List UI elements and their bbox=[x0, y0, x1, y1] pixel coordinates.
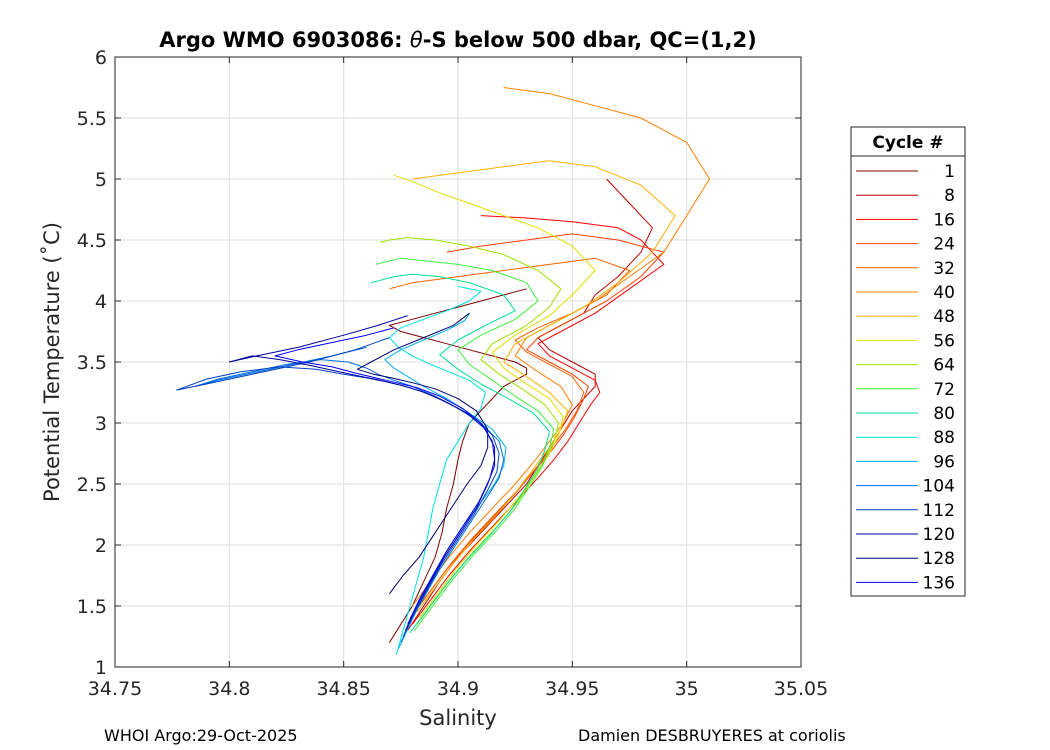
x-tick-label: 34.85 bbox=[316, 678, 370, 700]
series-line-cycle-128 bbox=[356, 312, 489, 595]
legend: Cycle # 1 8 16 24 32 40 48 56 64 72 80 88 96 104 112 12… bbox=[850, 126, 966, 597]
footer-right: Damien DESBRUYERES at coriolis bbox=[578, 726, 846, 745]
x-tick-label: 34.75 bbox=[88, 678, 142, 700]
series-line-cycle-88 bbox=[388, 285, 486, 655]
y-tick-label: 4.5 bbox=[77, 230, 107, 252]
x-tick-label: 34.95 bbox=[545, 678, 599, 700]
series-line-cycle-8 bbox=[407, 178, 653, 631]
series-line-cycle-24 bbox=[409, 233, 665, 619]
legend-label: 16 bbox=[933, 210, 955, 230]
title-prefix: Argo WMO 6903086: bbox=[159, 28, 410, 52]
y-tick-label: 1.5 bbox=[77, 596, 107, 618]
x-tick-label: 35.05 bbox=[774, 678, 828, 700]
footer-left: WHOI Argo:29-Oct-2025 bbox=[104, 726, 298, 745]
legend-label: 96 bbox=[933, 452, 955, 472]
chart-title: Argo WMO 6903086: θ-S below 500 dbar, QC… bbox=[159, 28, 756, 52]
x-tick-label: 34.9 bbox=[437, 678, 479, 700]
y-tick-label: 3.5 bbox=[77, 352, 107, 374]
title-suffix: -S below 500 dbar, QC=(1,2) bbox=[423, 28, 757, 52]
title-theta-symbol: θ bbox=[410, 28, 423, 52]
legend-label: 32 bbox=[933, 259, 955, 279]
axis-ticks: 34.75 34.8 34.85 34.9 34.95 35 35.05 1 1.5 2 2.5 3 3… bbox=[77, 47, 828, 700]
legend-label: 72 bbox=[933, 380, 955, 400]
legend-label: 80 bbox=[933, 404, 955, 424]
series-line-cycle-1 bbox=[388, 288, 528, 643]
y-tick-label: 2 bbox=[95, 535, 107, 557]
legend-label: 120 bbox=[923, 525, 955, 545]
legend-label: 24 bbox=[933, 235, 955, 255]
series-line-cycle-48 bbox=[412, 160, 676, 613]
legend-label: 40 bbox=[933, 283, 955, 303]
y-tick-label: 6 bbox=[95, 47, 107, 69]
series-line-cycle-72 bbox=[375, 257, 555, 631]
y-tick-label: 4 bbox=[95, 291, 107, 313]
grid-lines bbox=[115, 57, 801, 667]
y-tick-label: 5.5 bbox=[77, 108, 107, 130]
legend-label: 48 bbox=[933, 307, 955, 327]
x-tick-label: 34.8 bbox=[208, 678, 250, 700]
legend-label: 112 bbox=[923, 501, 955, 521]
series-line-cycle-120 bbox=[228, 315, 496, 631]
y-tick-label: 1 bbox=[95, 657, 107, 679]
legend-label: 136 bbox=[923, 573, 955, 593]
legend-title: Cycle # bbox=[872, 133, 943, 153]
legend-items: 1 8 16 24 32 40 48 56 64 72 80 88 96 104 112 120 128 136 bbox=[856, 162, 955, 593]
legend-label: 88 bbox=[933, 428, 955, 448]
legend-label: 56 bbox=[933, 331, 955, 351]
y-axis-label: Potential Temperature (˚C) bbox=[40, 222, 64, 502]
series-line-cycle-80 bbox=[370, 273, 550, 634]
x-axis-label: Salinity bbox=[419, 706, 497, 730]
legend-label: 128 bbox=[923, 549, 955, 569]
y-tick-label: 3 bbox=[95, 413, 107, 435]
series-line-cycle-40 bbox=[411, 87, 710, 607]
x-tick-label: 35 bbox=[675, 678, 699, 700]
series-line-cycle-56 bbox=[393, 174, 596, 619]
legend-box bbox=[850, 126, 966, 597]
y-tick-label: 2.5 bbox=[77, 474, 107, 496]
series-line-cycle-32 bbox=[389, 257, 630, 613]
series-line-cycle-16 bbox=[411, 215, 665, 625]
y-tick-label: 5 bbox=[95, 169, 107, 191]
legend-label: 104 bbox=[923, 477, 955, 497]
legend-label: 1 bbox=[944, 162, 955, 182]
series-group bbox=[176, 87, 710, 655]
legend-label: 64 bbox=[933, 356, 955, 376]
series-line-cycle-136 bbox=[274, 327, 496, 625]
legend-label: 8 bbox=[944, 186, 955, 206]
